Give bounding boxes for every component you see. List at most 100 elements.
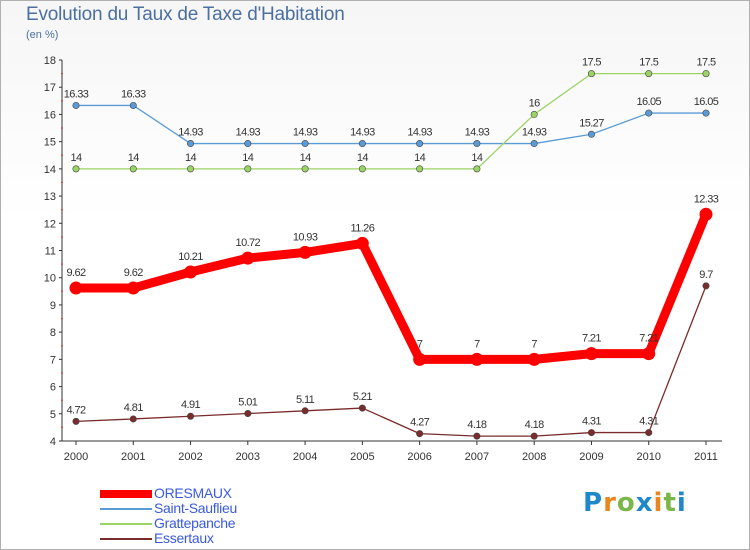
data-point bbox=[298, 245, 312, 259]
legend-item-essertaux: Essertaux bbox=[100, 530, 300, 546]
y-tick-label: 14 bbox=[44, 164, 56, 176]
data-label: 5.11 bbox=[296, 394, 315, 406]
data-point bbox=[69, 281, 83, 295]
proxiti-logo: Proxiti bbox=[583, 488, 687, 518]
logo-letter: o bbox=[616, 488, 636, 518]
data-label: 10.93 bbox=[293, 231, 318, 243]
data-label: 4.31 bbox=[582, 416, 601, 428]
data-label: 14.93 bbox=[522, 127, 547, 139]
data-label: 4.18 bbox=[467, 419, 486, 431]
data-label: 15.27 bbox=[579, 117, 604, 129]
data-label: 11.26 bbox=[351, 222, 375, 234]
legend-label-saint-sauflieu: Saint-Sauflieu bbox=[154, 500, 237, 516]
legend-item-oresmaux: ORESMAUX bbox=[100, 485, 300, 501]
data-point bbox=[358, 165, 366, 173]
data-point bbox=[473, 165, 481, 173]
data-point bbox=[187, 140, 195, 148]
data-label: 16.33 bbox=[64, 88, 89, 100]
data-label: 5.01 bbox=[238, 397, 257, 409]
data-point bbox=[699, 207, 713, 221]
y-tick-label: 5 bbox=[50, 409, 56, 421]
data-label: 10.72 bbox=[236, 237, 261, 249]
data-point bbox=[129, 415, 137, 423]
data-point bbox=[413, 352, 427, 366]
data-label: 14 bbox=[471, 152, 483, 164]
y-tick-label: 12 bbox=[44, 218, 56, 230]
data-label: 9.62 bbox=[66, 267, 85, 279]
data-label: 14 bbox=[357, 152, 369, 164]
y-tick-label: 7 bbox=[50, 354, 56, 366]
series-line-essertaux bbox=[75, 285, 707, 437]
chart-subtitle: (en %) bbox=[26, 29, 59, 41]
logo-letter: P bbox=[583, 488, 604, 518]
data-label: 14.93 bbox=[350, 127, 375, 139]
y-tick-label: 4 bbox=[50, 436, 56, 448]
data-label: 7 bbox=[417, 338, 423, 350]
data-label: 14 bbox=[414, 152, 426, 164]
data-point bbox=[358, 140, 366, 148]
data-label: 14.93 bbox=[407, 127, 432, 139]
logo-letter: x bbox=[635, 488, 654, 518]
data-point bbox=[72, 101, 80, 109]
data-point bbox=[416, 165, 424, 173]
x-tick-label: 2008 bbox=[522, 451, 546, 463]
data-label: 7.21 bbox=[582, 333, 601, 345]
data-point bbox=[301, 407, 309, 415]
data-point bbox=[244, 140, 252, 148]
y-tick-label: 10 bbox=[44, 273, 56, 285]
data-point bbox=[587, 130, 595, 138]
legend-swatch-oresmaux bbox=[100, 490, 152, 498]
data-point bbox=[416, 430, 424, 438]
data-point bbox=[241, 251, 255, 265]
data-point bbox=[645, 70, 653, 78]
data-label: 12.33 bbox=[694, 193, 719, 205]
data-label: 16.05 bbox=[636, 96, 661, 108]
data-label: 14.93 bbox=[236, 127, 261, 139]
data-point bbox=[473, 432, 481, 440]
y-tick-label: 13 bbox=[44, 191, 56, 203]
data-point bbox=[184, 265, 198, 279]
data-point bbox=[702, 70, 710, 78]
data-label: 14 bbox=[242, 152, 254, 164]
y-tick-label: 18 bbox=[44, 55, 56, 67]
data-point bbox=[72, 417, 80, 425]
data-label: 7.21 bbox=[639, 333, 658, 345]
data-point bbox=[645, 109, 653, 117]
x-tick-label: 2011 bbox=[694, 451, 718, 463]
legend-item-saint-sauflieu: Saint-Sauflieu bbox=[100, 500, 300, 516]
series-line-grattepanche bbox=[75, 72, 707, 170]
legend-swatch-saint-sauflieu bbox=[100, 508, 152, 510]
data-label: 7 bbox=[531, 338, 537, 350]
x-tick-label: 2000 bbox=[64, 451, 88, 463]
data-label: 14 bbox=[300, 152, 312, 164]
y-tick-label: 17 bbox=[44, 82, 56, 94]
data-point bbox=[530, 432, 538, 440]
data-label: 9.62 bbox=[124, 267, 143, 279]
data-label: 16.33 bbox=[121, 88, 146, 100]
legend-item-grattepanche: Grattepanche bbox=[100, 515, 300, 531]
x-tick-label: 2007 bbox=[465, 451, 489, 463]
data-point bbox=[702, 282, 710, 290]
data-point bbox=[587, 70, 595, 78]
data-label: 4.91 bbox=[181, 399, 200, 411]
data-label: 14.93 bbox=[178, 127, 203, 139]
data-label: 7 bbox=[474, 338, 480, 350]
legend-label-grattepanche: Grattepanche bbox=[154, 515, 236, 531]
data-label: 9.7 bbox=[699, 269, 713, 281]
data-point bbox=[129, 101, 137, 109]
data-point bbox=[187, 412, 195, 420]
data-point bbox=[126, 281, 140, 295]
data-label: 4.31 bbox=[639, 416, 658, 428]
data-label: 5.21 bbox=[353, 391, 372, 403]
data-point bbox=[702, 109, 710, 117]
data-point bbox=[473, 140, 481, 148]
legend: ORESMAUX Saint-Sauflieu Grattepanche Ess… bbox=[100, 485, 300, 546]
data-point bbox=[129, 165, 137, 173]
data-label: 10.21 bbox=[178, 251, 203, 263]
data-label: 17.5 bbox=[696, 57, 715, 69]
x-tick-label: 2002 bbox=[178, 451, 202, 463]
series-line-saint-sauflieu bbox=[75, 104, 707, 145]
logo-letter: i bbox=[676, 488, 687, 518]
data-point bbox=[470, 352, 484, 366]
legend-swatch-essertaux bbox=[100, 538, 152, 540]
